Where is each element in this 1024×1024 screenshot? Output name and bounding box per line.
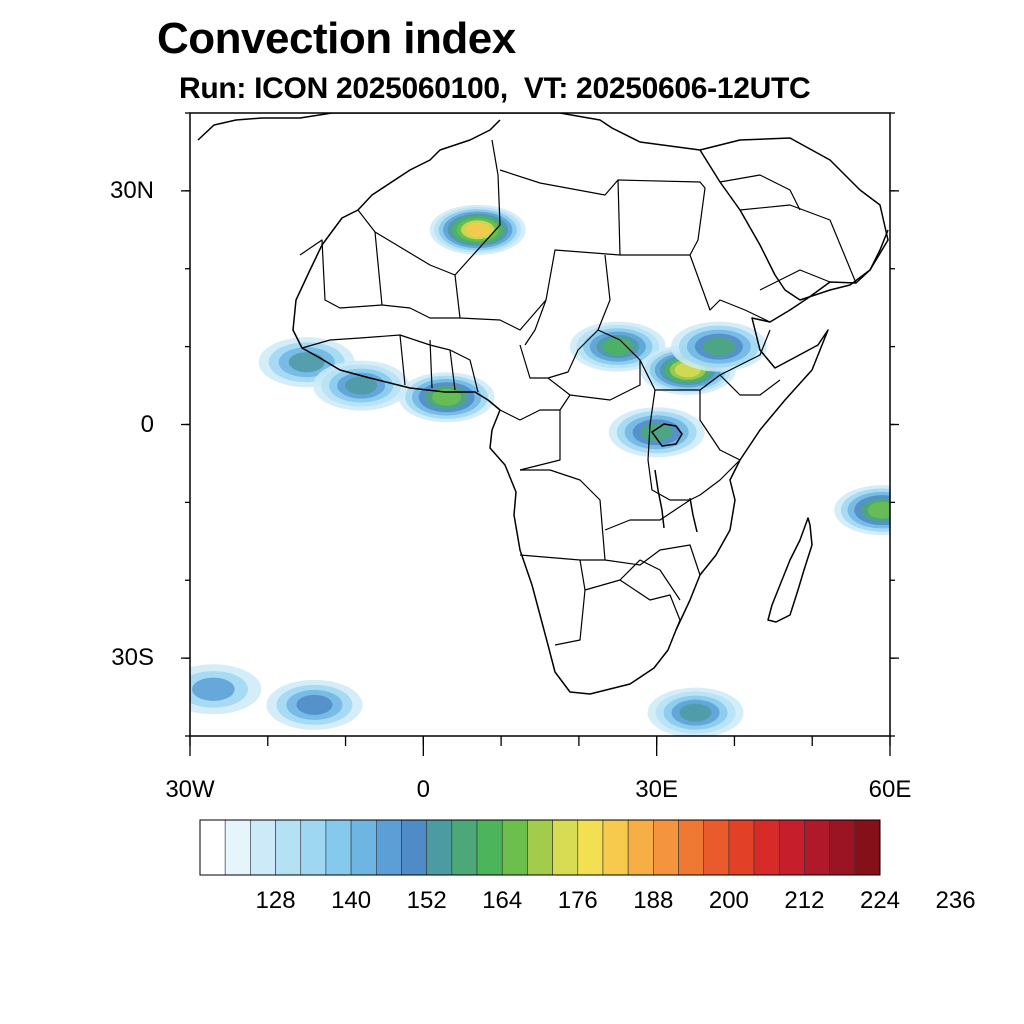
border-line <box>699 390 741 461</box>
colorbar-swatch <box>300 819 327 876</box>
colorbar-tick-label: 128 <box>255 887 296 914</box>
colorbar-tick-label: 200 <box>708 887 749 914</box>
colorbar-swatch <box>728 819 755 876</box>
colorbar-swatch <box>804 819 830 876</box>
colorbar-swatch <box>250 819 276 876</box>
colorbar-swatch <box>778 819 805 876</box>
chart-title: Convection index <box>157 14 516 63</box>
convection-contour <box>432 388 462 406</box>
convection-contour <box>192 677 235 701</box>
coastlines <box>197 113 889 695</box>
lon-label: 0 <box>416 776 430 803</box>
colorbar-swatch <box>325 819 352 876</box>
colorbar-swatch <box>627 819 654 876</box>
colorbar-swatch <box>401 819 427 876</box>
colorbar-swatch <box>703 819 730 876</box>
border-line <box>299 209 383 309</box>
colorbar <box>199 819 881 876</box>
convection-contour <box>640 423 673 442</box>
colorbar-tick-label: 212 <box>784 887 825 914</box>
border-line <box>519 469 606 561</box>
convection-contour <box>702 337 735 356</box>
colorbar-frame <box>199 819 881 876</box>
border-line <box>617 179 706 256</box>
colorbar-tick-label: 152 <box>406 887 447 914</box>
colorbar-swatch <box>527 819 553 876</box>
lat-label: 30S <box>111 644 154 672</box>
colorbar-swatch <box>552 819 579 876</box>
arabia-coastline <box>699 149 889 301</box>
colorbar-swatch <box>602 819 629 876</box>
border-line <box>499 394 571 421</box>
convection-contour <box>465 222 491 238</box>
border-line <box>604 499 691 531</box>
border-line <box>619 559 681 601</box>
colorbar-swatch <box>678 819 705 876</box>
madagascar-coastline <box>767 517 813 623</box>
colorbar-swatch <box>854 819 881 876</box>
colorbar-swatch <box>426 819 453 876</box>
colorbar-swatch <box>577 819 604 876</box>
colorbar-swatch <box>350 819 377 876</box>
colorbar-swatch <box>375 819 402 876</box>
country-borders <box>299 139 857 646</box>
border-line <box>689 254 771 323</box>
colorbar-swatch <box>199 819 226 876</box>
border-line <box>719 174 801 211</box>
lon-label: 60E <box>868 776 912 803</box>
colorbar-swatch <box>501 819 528 876</box>
lake-tanganyika <box>654 469 665 529</box>
colorbar-swatch <box>753 819 780 876</box>
border-line <box>584 579 681 631</box>
colorbar-swatch <box>451 819 478 876</box>
convection-contour <box>345 376 378 395</box>
border-line <box>759 269 831 291</box>
border-line <box>399 334 456 391</box>
colorbar-swatch <box>275 819 302 876</box>
map-ticks <box>181 112 899 756</box>
border-line <box>647 389 741 501</box>
lat-label: 0 <box>140 410 154 438</box>
border-line <box>554 559 586 646</box>
colorbar-swatch <box>653 819 679 876</box>
convection-field <box>190 204 890 736</box>
border-line <box>519 410 561 471</box>
border-line <box>374 139 501 276</box>
convection-contour <box>603 338 633 355</box>
colorbar-tick-label: 176 <box>557 887 598 914</box>
colorbar-swatch <box>476 819 503 876</box>
border-line <box>719 329 771 376</box>
colorbar-tick-label: 164 <box>482 887 523 914</box>
colorbar-tick-label: 236 <box>935 887 976 914</box>
border-line <box>459 299 547 331</box>
colorbar-swatch <box>224 819 251 876</box>
border-line <box>301 334 479 393</box>
africa-coastline <box>197 113 889 695</box>
lake-malawi <box>689 497 698 533</box>
convection-contour <box>867 501 890 519</box>
border-line <box>739 204 857 284</box>
map-frame <box>189 112 891 737</box>
colorbar-tick-label: 140 <box>331 887 372 914</box>
lake-victoria <box>651 423 683 447</box>
border-line <box>519 254 611 379</box>
colorbar-swatch <box>829 819 856 876</box>
border-line <box>381 274 461 319</box>
lat-label: 30N <box>109 176 154 204</box>
convection-contour <box>296 694 333 715</box>
lon-label: 30W <box>165 776 215 803</box>
chart-subtitle: Run: ICON 2025060100, VT: 20250606-12UTC <box>179 72 811 105</box>
lon-label: 30E <box>635 776 678 803</box>
convection-contour <box>679 703 712 722</box>
colorbar-tick-label: 224 <box>859 887 901 914</box>
border-line <box>604 544 701 576</box>
convection-contour <box>288 352 325 373</box>
colorbar-tick-label: 188 <box>633 887 674 914</box>
